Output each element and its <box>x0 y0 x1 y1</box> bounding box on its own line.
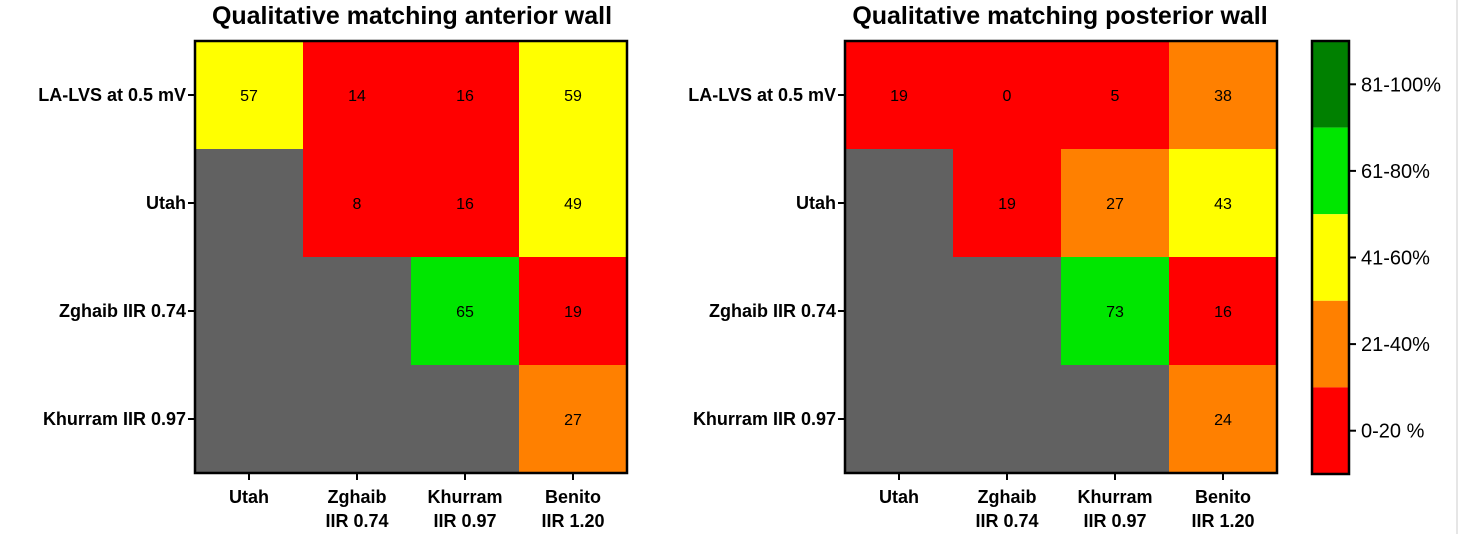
cell-value-label: 65 <box>456 304 474 321</box>
legend-swatch <box>1312 300 1349 388</box>
heatmap-cell <box>303 41 411 149</box>
cell-value-label: 73 <box>1106 304 1124 321</box>
cell-value-label: 57 <box>240 88 258 105</box>
column-label: IIR 1.20 <box>1191 511 1254 531</box>
heatmap-cell-empty <box>845 365 953 473</box>
legend-frame <box>1310 39 1351 476</box>
heatmap-cell <box>1061 149 1169 257</box>
heatmap-cell-empty <box>953 257 1061 365</box>
heatmap-anterior-wall: Qualitative matching anterior wall 57 14 1… <box>38 2 629 531</box>
heatmap-cell-empty <box>195 257 303 365</box>
row-label: LA-LVS at 0.5 mV <box>38 85 186 105</box>
cell-value-label: 16 <box>456 88 474 105</box>
row-label: Utah <box>146 193 186 213</box>
cell-value-label: 19 <box>890 88 908 105</box>
legend-label: 21-40% <box>1361 334 1430 356</box>
plot-frame <box>193 39 629 475</box>
cell-value-label: 49 <box>564 196 582 213</box>
column-label: IIR 1.20 <box>541 511 604 531</box>
cell-value-label: 38 <box>1214 88 1232 105</box>
column-label: IIR 0.97 <box>1083 511 1146 531</box>
cell-value-label: 27 <box>1106 196 1124 213</box>
heatmap-cell <box>519 257 627 365</box>
chart-title-anterior: Qualitative matching anterior wall <box>212 2 612 30</box>
column-label: Khurram <box>427 487 502 507</box>
legend-label: 81-100% <box>1361 74 1441 96</box>
heatmap-cell-empty <box>195 149 303 257</box>
cell-value-label: 8 <box>353 196 362 213</box>
heatmap-cell <box>519 41 627 149</box>
heatmap-cell <box>1169 257 1277 365</box>
cell-value-label: 27 <box>564 412 582 429</box>
heatmap-cell <box>1169 149 1277 257</box>
column-label: IIR 0.74 <box>325 511 388 531</box>
heatmap-cell <box>1169 41 1277 149</box>
cell-value-label: 43 <box>1214 196 1232 213</box>
legend-swatch <box>1312 127 1349 215</box>
heatmap-cell <box>411 149 519 257</box>
row-label: LA-LVS at 0.5 mV <box>688 85 836 105</box>
heatmap-cell-empty <box>953 365 1061 473</box>
chart-title-posterior: Qualitative matching posterior wall <box>852 2 1267 30</box>
heatmap-cell <box>411 257 519 365</box>
heatmap-cell <box>411 41 519 149</box>
column-label: Khurram <box>1077 487 1152 507</box>
heatmap-cell <box>519 365 627 473</box>
legend-swatch <box>1312 214 1349 301</box>
column-label: Utah <box>879 487 919 507</box>
heatmap-cell <box>953 149 1061 257</box>
column-label: Benito <box>545 487 601 507</box>
plot-frame <box>843 39 1279 475</box>
column-label: IIR 0.74 <box>975 511 1038 531</box>
heatmap-cell-empty <box>845 149 953 257</box>
cell-value-label: 5 <box>1111 88 1120 105</box>
legend-label: 0-20 % <box>1361 421 1425 443</box>
row-label: Khurram IIR 0.97 <box>43 409 186 429</box>
column-label: Zghaib <box>328 487 387 507</box>
heatmap-cell-empty <box>1061 365 1169 473</box>
column-label: IIR 0.97 <box>433 511 496 531</box>
heatmap-cell-empty <box>195 365 303 473</box>
heatmap-cell <box>1061 257 1169 365</box>
column-label: Zghaib <box>978 487 1037 507</box>
heatmap-cell <box>519 149 627 257</box>
heatmap-cell-empty <box>411 365 519 473</box>
cell-value-label: 14 <box>348 88 366 105</box>
cell-value-label: 19 <box>564 304 582 321</box>
right-edge-divider <box>1456 0 1458 534</box>
column-label: Benito <box>1195 487 1251 507</box>
row-label: Zghaib IIR 0.74 <box>709 301 836 321</box>
heatmap-cell-empty <box>303 257 411 365</box>
column-label: Utah <box>229 487 269 507</box>
heatmap-cell <box>303 149 411 257</box>
row-label: Utah <box>796 193 836 213</box>
row-label: Zghaib IIR 0.74 <box>59 301 186 321</box>
heatmap-cell <box>1169 365 1277 473</box>
color-legend: 81-100% 61-80% 41-60% 21-40% 0-20 % <box>1310 39 1441 476</box>
cell-value-label: 59 <box>564 88 582 105</box>
heatmap-cell-empty <box>303 365 411 473</box>
heatmap-cell-empty <box>845 257 953 365</box>
legend-swatch <box>1312 41 1349 128</box>
heatmap-cell <box>195 41 303 149</box>
legend-swatch <box>1312 387 1349 474</box>
heatmap-cell <box>845 41 953 149</box>
heatmap-posterior-wall: Qualitative matching posterior wall 19 0 5… <box>688 2 1279 531</box>
cell-value-label: 16 <box>456 196 474 213</box>
legend-label: 61-80% <box>1361 161 1430 183</box>
heatmap-cell <box>1061 41 1169 149</box>
legend-label: 41-60% <box>1361 248 1430 270</box>
cell-value-label: 24 <box>1214 412 1232 429</box>
heatmap-cell <box>953 41 1061 149</box>
row-label: Khurram IIR 0.97 <box>693 409 836 429</box>
cell-value-label: 0 <box>1003 88 1012 105</box>
cell-value-label: 16 <box>1214 304 1232 321</box>
cell-value-label: 19 <box>998 196 1016 213</box>
